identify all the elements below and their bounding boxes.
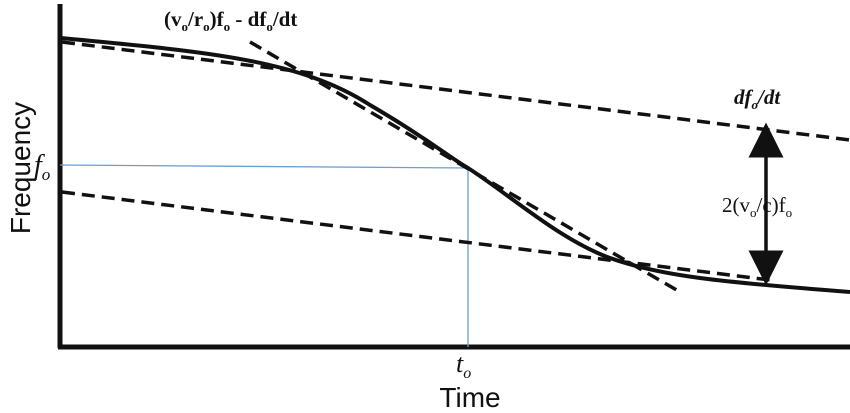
upper-asymptote-line: [61, 40, 850, 142]
lower-asymptote-line: [61, 190, 771, 282]
frequency-curve: [59, 36, 850, 294]
asymptote-label: dfo/dt: [734, 85, 781, 112]
y-axis-title: Frequency: [5, 102, 36, 234]
tangent-label: (vo/ro)fo - dfo/dt: [164, 7, 297, 34]
f0-guide-line: [59, 164, 471, 169]
t0-label: to: [456, 349, 471, 382]
f0-label: fo: [34, 150, 50, 184]
x-axis-title: Time: [439, 382, 500, 413]
separation-label: 2(vo/c)fo: [722, 193, 792, 220]
